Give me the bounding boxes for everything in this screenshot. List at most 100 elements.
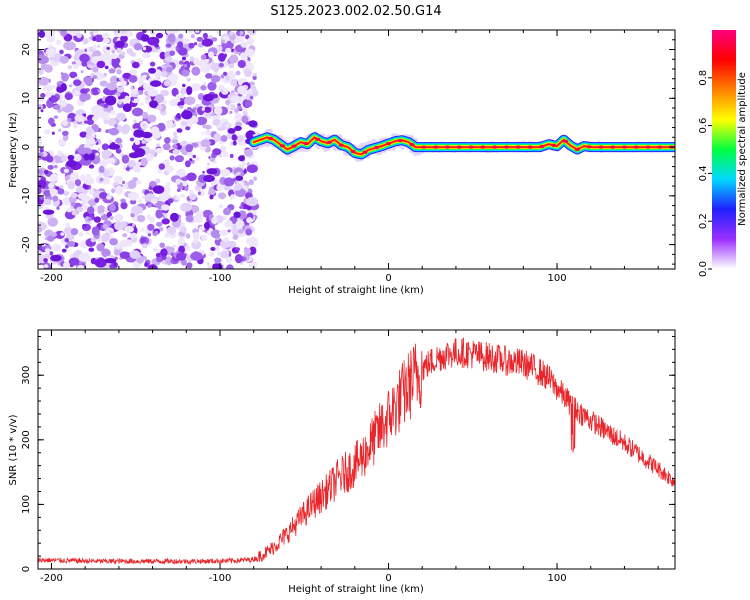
noise-blob — [195, 116, 208, 126]
noise-blob — [52, 243, 62, 252]
noise-blob — [144, 262, 149, 268]
tone-peak — [527, 145, 533, 149]
noise-blob — [169, 50, 176, 56]
noise-cluster — [152, 185, 165, 194]
noise-cluster — [88, 153, 96, 161]
noise-blob — [141, 140, 146, 144]
noise-blob — [115, 137, 123, 144]
noise-blob — [190, 251, 203, 261]
colorbar-gradient — [712, 30, 736, 269]
noise-blob — [252, 75, 257, 81]
noise-blob — [60, 154, 67, 162]
noise-blob — [106, 82, 117, 91]
noise-blob — [164, 233, 170, 238]
noise-blob — [121, 124, 131, 134]
noise-blob — [88, 188, 95, 195]
noise-blob — [205, 124, 212, 130]
noise-blob — [180, 202, 193, 212]
noise-blob — [220, 89, 224, 93]
noise-blob — [49, 188, 58, 196]
noise-blob — [68, 84, 73, 88]
noise-blob — [219, 204, 224, 209]
noise-blob — [147, 114, 157, 123]
noise-blob — [201, 132, 204, 136]
snr-y-tick-label: 300 — [21, 366, 32, 385]
noise-blob — [130, 232, 137, 239]
noise-cluster — [150, 80, 162, 87]
noise-blob — [197, 93, 205, 101]
noise-blob — [84, 76, 93, 84]
noise-blob — [73, 63, 79, 70]
noise-blob — [181, 56, 187, 61]
noise-blob — [203, 106, 212, 113]
noise-blob — [202, 170, 205, 174]
noise-blob — [183, 64, 188, 68]
noise-blob — [85, 134, 92, 139]
noise-blob — [86, 119, 95, 125]
noise-blob — [61, 248, 67, 253]
noise-cluster — [234, 125, 242, 131]
noise-blob — [193, 42, 198, 46]
noise-blob — [167, 33, 176, 43]
noise-cluster — [108, 143, 120, 150]
tone-peak — [338, 143, 344, 147]
noise-blob — [111, 49, 115, 54]
noise-blob — [201, 38, 214, 47]
noise-blob — [110, 206, 115, 212]
noise-blob — [195, 30, 200, 33]
noise-blob — [248, 179, 254, 186]
spectrogram-x-tick-label: 0 — [385, 273, 391, 284]
noise-blob — [191, 66, 201, 76]
noise-blob — [165, 43, 172, 48]
noise-blob — [116, 47, 122, 54]
noise-blob — [223, 186, 230, 191]
noise-blob — [86, 137, 96, 145]
noise-blob — [103, 103, 109, 108]
noise-blob — [95, 152, 100, 156]
noise-blob — [124, 225, 134, 233]
noise-blob — [232, 228, 239, 236]
noise-blob — [156, 143, 161, 147]
noise-blob — [61, 72, 69, 82]
noise-blob — [68, 257, 80, 266]
noise-blob — [86, 126, 94, 136]
noise-blob — [38, 186, 42, 195]
noise-blob — [109, 238, 118, 246]
noise-blob — [64, 238, 69, 243]
noise-blob — [184, 186, 189, 192]
tone-peak — [444, 145, 451, 149]
noise-blob — [38, 76, 49, 86]
noise-blob — [59, 49, 64, 55]
noise-blob — [102, 176, 111, 185]
noise-blob — [103, 52, 111, 59]
noise-blob — [102, 169, 110, 178]
noise-blob — [234, 113, 243, 123]
noise-blob — [121, 154, 130, 164]
tone-peak — [539, 144, 545, 149]
noise-blob — [133, 119, 137, 124]
noise-blob — [252, 210, 258, 215]
noise-cluster — [115, 40, 125, 48]
noise-blob — [176, 168, 187, 178]
noise-blob — [101, 149, 113, 158]
noise-blob — [219, 140, 224, 145]
noise-blob — [45, 91, 52, 98]
noise-blob — [218, 45, 223, 51]
noise-blob — [92, 44, 97, 50]
noise-blob — [55, 186, 60, 190]
noise-blob — [43, 264, 49, 268]
noise-blob — [211, 112, 215, 117]
noise-blob — [184, 96, 196, 105]
noise-blob — [94, 258, 107, 268]
noise-blob — [211, 37, 218, 42]
spectrogram-x-tick-label: 100 — [547, 273, 566, 284]
noise-blob — [241, 115, 249, 124]
snr-line — [38, 337, 675, 566]
tone-peak — [456, 145, 462, 149]
tone-peak — [503, 145, 510, 149]
noise-blob — [214, 72, 219, 75]
noise-blob — [119, 239, 129, 248]
noise-blob — [70, 202, 76, 207]
noise-blob — [53, 104, 61, 110]
noise-blob — [47, 164, 54, 170]
